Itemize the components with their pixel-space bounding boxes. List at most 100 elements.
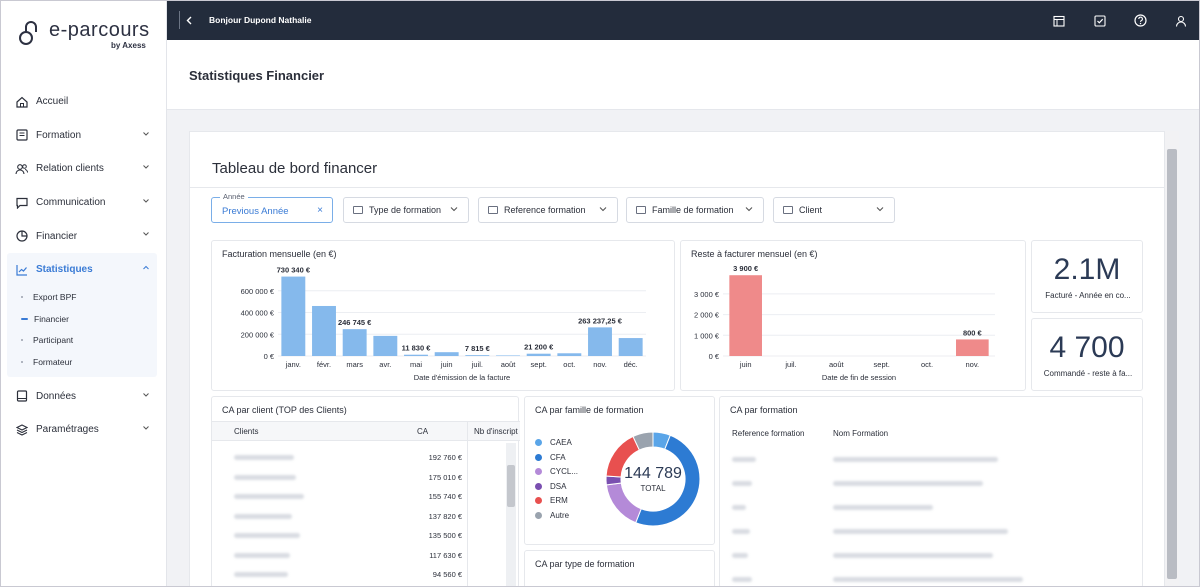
kpi-value: 2.1M bbox=[1053, 253, 1121, 286]
sidebar-item-label: Communication bbox=[36, 197, 106, 209]
table-row[interactable] bbox=[720, 474, 1140, 494]
table-row[interactable]: 94 560 € bbox=[212, 566, 504, 584]
legend-swatch bbox=[535, 512, 542, 519]
sidebar-subitem-participant[interactable]: Participant bbox=[7, 330, 157, 352]
kpi-label: Commandé - reste à fa... bbox=[1043, 369, 1133, 378]
bar[interactable] bbox=[342, 329, 367, 356]
ca-value: 94 560 € bbox=[432, 570, 462, 579]
donut-slice[interactable] bbox=[632, 431, 654, 451]
legend-item[interactable]: CYCL... bbox=[535, 467, 578, 476]
x-tick-label: juin bbox=[739, 360, 752, 369]
client-name-redacted bbox=[234, 474, 296, 480]
calendar-button[interactable] bbox=[1051, 13, 1066, 28]
table-row[interactable]: 117 630 € bbox=[212, 547, 504, 565]
scroll-thumb[interactable] bbox=[507, 465, 515, 507]
year-filter[interactable]: Année Previous Année × bbox=[211, 192, 333, 223]
bar[interactable] bbox=[526, 353, 551, 356]
tasks-button[interactable] bbox=[1092, 13, 1107, 28]
logo[interactable]: e-parcours by Axess bbox=[17, 19, 157, 53]
bar[interactable] bbox=[281, 276, 306, 356]
sidebar-subitem-financier[interactable]: Financier bbox=[7, 308, 157, 330]
sidebar-item-communication[interactable]: Communication bbox=[1, 186, 167, 220]
sidebar-item-financier[interactable]: Financier bbox=[1, 219, 167, 253]
column-header[interactable]: Nom Formation bbox=[833, 429, 889, 438]
tag-icon bbox=[488, 206, 498, 214]
bullet-icon bbox=[21, 339, 23, 342]
sidebar-item-label: Données bbox=[36, 390, 77, 402]
bar[interactable] bbox=[404, 354, 428, 356]
column-divider bbox=[467, 421, 468, 586]
type-formation-filter[interactable]: Type de formation bbox=[343, 197, 469, 223]
table-scrollbar[interactable] bbox=[506, 443, 516, 586]
scroll-thumb[interactable] bbox=[1167, 149, 1177, 579]
clear-icon[interactable]: × bbox=[317, 205, 323, 216]
legend-item[interactable]: Autre bbox=[535, 511, 569, 520]
table-row[interactable]: 155 740 € bbox=[212, 488, 504, 506]
legend-item[interactable]: ERM bbox=[535, 496, 568, 505]
sidebar-subitem-formateur[interactable]: Formateur bbox=[7, 351, 157, 373]
column-header[interactable]: Nb d'inscript bbox=[474, 427, 518, 436]
sidebar-subitem-export-bpf[interactable]: Export BPF bbox=[7, 287, 157, 309]
sidebar-item-parametrages[interactable]: Paramétrages bbox=[1, 413, 167, 447]
bar[interactable] bbox=[312, 305, 336, 356]
divider bbox=[190, 187, 1166, 188]
sidebar-item-relation-clients[interactable]: Relation clients bbox=[1, 152, 167, 186]
client-filter[interactable]: Client bbox=[773, 197, 895, 223]
y-tick-label: 0 € bbox=[264, 352, 275, 361]
column-header[interactable]: Reference formation bbox=[732, 429, 805, 438]
table-row[interactable] bbox=[720, 546, 1140, 566]
book-icon bbox=[15, 129, 28, 142]
chat-icon bbox=[15, 196, 28, 209]
bar[interactable] bbox=[496, 355, 520, 356]
x-tick-label: juil. bbox=[471, 360, 483, 369]
bar[interactable] bbox=[557, 353, 582, 356]
data-label: 7 815 € bbox=[465, 344, 491, 353]
vertical-scrollbar[interactable] bbox=[1165, 131, 1179, 586]
legend-item[interactable]: DSA bbox=[535, 482, 566, 491]
reference-redacted bbox=[732, 553, 748, 558]
table-row[interactable]: 137 820 € bbox=[212, 508, 504, 526]
kpi-value: 4 700 bbox=[1049, 331, 1125, 364]
bar[interactable] bbox=[588, 327, 612, 356]
reference-formation-filter[interactable]: Reference formation bbox=[478, 197, 618, 223]
x-tick-label: mars bbox=[346, 360, 363, 369]
table-row[interactable]: 175 010 € bbox=[212, 469, 504, 487]
table-row[interactable] bbox=[720, 450, 1140, 470]
column-header[interactable]: Clients bbox=[234, 427, 259, 436]
legend-item[interactable]: CFA bbox=[535, 453, 566, 462]
bar[interactable] bbox=[618, 338, 643, 356]
bar[interactable] bbox=[434, 352, 459, 356]
bar[interactable] bbox=[465, 355, 490, 356]
collapse-sidebar-button[interactable] bbox=[179, 11, 197, 29]
bar[interactable] bbox=[956, 339, 989, 356]
bullet-icon bbox=[21, 360, 23, 363]
sidebar-item-accueil[interactable]: Accueil bbox=[1, 85, 167, 119]
column-header[interactable]: CA bbox=[417, 427, 429, 436]
help-button[interactable] bbox=[1133, 13, 1148, 28]
x-tick-label: déc. bbox=[624, 360, 638, 369]
sidebar-item-label: Formation bbox=[36, 129, 82, 141]
table-row[interactable]: 135 500 € bbox=[212, 527, 504, 545]
table-row[interactable] bbox=[720, 498, 1140, 518]
client-name-redacted bbox=[234, 552, 290, 558]
ca-famille-card: CA par famille de formation CAEA CFA CYCL.… bbox=[524, 396, 715, 545]
facturation-bar-chart: 0 € 200 000 € 400 000 € 600 000 € janv. 730 3… bbox=[241, 266, 646, 382]
layers-icon bbox=[15, 423, 28, 436]
sidebar-item-formation[interactable]: Formation bbox=[1, 119, 167, 153]
chevron-down-icon bbox=[143, 198, 149, 203]
table-row[interactable] bbox=[720, 522, 1140, 542]
sidebar-item-donnees[interactable]: Données bbox=[1, 380, 167, 414]
profile-button[interactable] bbox=[1173, 13, 1188, 28]
y-tick-label: 1 000 € bbox=[694, 331, 720, 340]
sidebar-item-statistiques[interactable]: Statistiques bbox=[7, 253, 157, 287]
filter-label: Reference formation bbox=[504, 205, 586, 215]
table-row[interactable]: 192 760 € bbox=[212, 449, 504, 467]
bar[interactable] bbox=[373, 335, 398, 356]
legend-item[interactable]: CAEA bbox=[535, 438, 572, 447]
ca-client-card: CA par client (TOP des Clients) Clients … bbox=[211, 396, 520, 586]
table-row[interactable] bbox=[720, 570, 1140, 586]
bar[interactable] bbox=[729, 275, 762, 356]
year-filter-value: Previous Année bbox=[222, 206, 289, 217]
famille-formation-filter[interactable]: Famille de formation bbox=[626, 197, 764, 223]
